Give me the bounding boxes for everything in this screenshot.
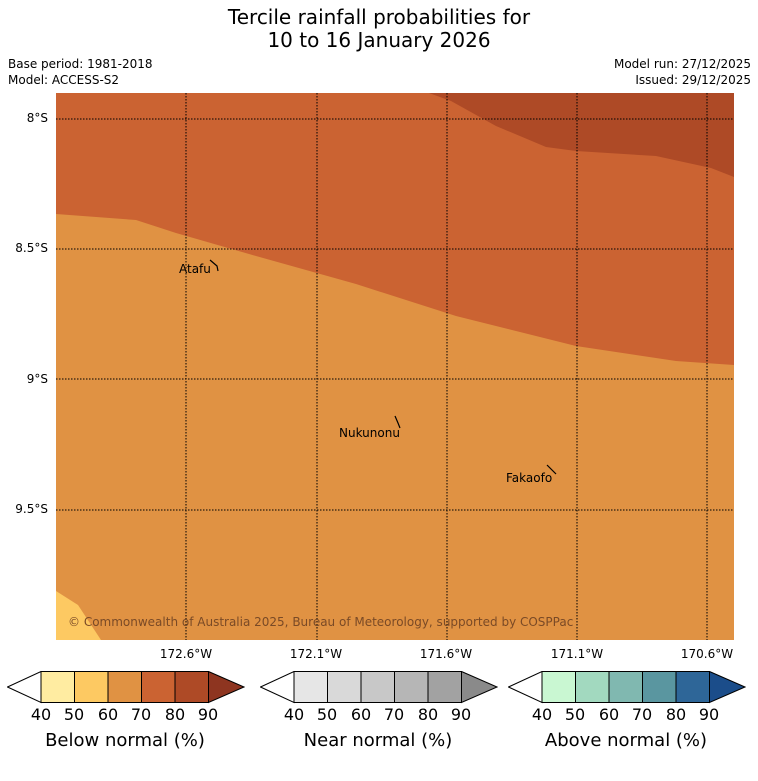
near-tick-80: 80	[417, 705, 439, 724]
below-tick-50: 50	[63, 705, 85, 724]
above-tick-90: 90	[698, 705, 720, 724]
near-tick-50: 50	[316, 705, 338, 724]
above-tick-70: 70	[631, 705, 653, 724]
below-tick-90: 90	[197, 705, 219, 724]
below-normal-title: Below normal (%)	[45, 730, 205, 751]
place-label-nukunonu: Nukunonu	[339, 426, 400, 440]
issued-text: Issued: 29/12/2025	[635, 73, 751, 87]
above-normal-title: Above normal (%)	[544, 730, 708, 751]
region-below-70-80	[56, 93, 734, 365]
near-tick-40: 40	[283, 705, 305, 724]
lat-label-8s: 8°S	[26, 111, 48, 125]
colorbar-above-normal-swatches	[507, 670, 747, 704]
lon-label-172-1w: 172.1°W	[289, 647, 343, 661]
near-normal-title: Near normal (%)	[303, 730, 453, 751]
atafu-island-outline	[209, 259, 219, 272]
above-tick-50: 50	[564, 705, 586, 724]
island-outlines	[209, 259, 557, 475]
lon-label-171-6w: 171.6°W	[419, 647, 473, 661]
graticule	[56, 93, 734, 640]
model-text: Model: ACCESS-S2	[8, 73, 120, 87]
map-canvas: Atafu Nukunonu Fakaofo © Commonwealth of…	[56, 93, 734, 640]
colorbar-above-normal	[507, 670, 747, 709]
below-tick-80: 80	[164, 705, 186, 724]
lon-label-170-6w: 170.6°W	[680, 647, 734, 661]
region-below-50-60	[56, 591, 101, 640]
colorbar-below-normal-swatches	[6, 670, 246, 704]
map-title-line-1: Tercile rainfall probabilities for	[227, 5, 531, 29]
nukunonu-island-outline	[394, 415, 401, 429]
colorbar-below-normal	[6, 670, 246, 709]
colorbar-near-normal-swatches	[259, 670, 499, 704]
lat-label-8-5s: 8.5°S	[15, 241, 48, 255]
below-tick-70: 70	[130, 705, 152, 724]
above-tick-80: 80	[665, 705, 687, 724]
map-title-line-2: 10 to 16 January 2026	[267, 28, 491, 52]
below-tick-40: 40	[30, 705, 52, 724]
rainfall-probability-map: Atafu Nukunonu Fakaofo © Commonwealth of…	[56, 93, 734, 640]
above-tick-60: 60	[598, 705, 620, 724]
model-run-text: Model run: 27/12/2025	[613, 57, 751, 71]
near-tick-60: 60	[350, 705, 372, 724]
fakaofo-island-outline	[546, 464, 557, 475]
lat-label-9-5s: 9.5°S	[15, 502, 48, 516]
base-period-text: Base period: 1981-2018	[8, 57, 153, 71]
place-label-fakaofo: Fakaofo	[506, 471, 552, 485]
copyright-notice: © Commonwealth of Australia 2025, Bureau…	[68, 615, 573, 629]
above-tick-40: 40	[531, 705, 553, 724]
lon-label-171-1w: 171.1°W	[550, 647, 604, 661]
near-tick-70: 70	[383, 705, 405, 724]
colorbar-near-normal	[259, 670, 499, 709]
region-below-80-90	[429, 93, 734, 177]
place-label-atafu: Atafu	[179, 262, 211, 276]
lon-label-172-6w: 172.6°W	[159, 647, 213, 661]
lat-label-9s: 9°S	[26, 372, 48, 386]
near-tick-90: 90	[450, 705, 472, 724]
below-tick-60: 60	[97, 705, 119, 724]
